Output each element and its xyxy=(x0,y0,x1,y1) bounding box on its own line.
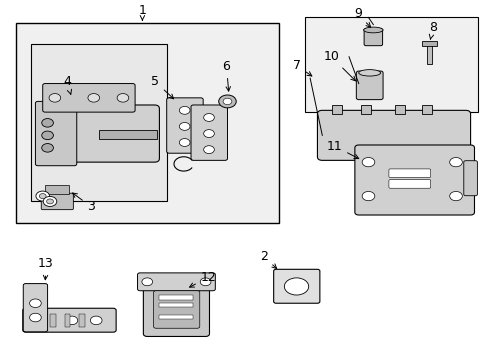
FancyBboxPatch shape xyxy=(317,111,469,160)
FancyBboxPatch shape xyxy=(354,145,473,215)
FancyBboxPatch shape xyxy=(388,169,430,177)
Bar xyxy=(159,296,193,300)
Bar xyxy=(16,23,278,223)
FancyBboxPatch shape xyxy=(153,291,200,328)
Circle shape xyxy=(203,130,214,138)
Bar xyxy=(331,105,341,114)
Circle shape xyxy=(88,94,100,102)
Circle shape xyxy=(66,316,78,325)
FancyBboxPatch shape xyxy=(191,105,227,160)
Circle shape xyxy=(203,146,214,154)
FancyBboxPatch shape xyxy=(143,283,209,337)
Circle shape xyxy=(200,278,210,286)
Circle shape xyxy=(179,107,190,114)
Text: 1: 1 xyxy=(138,4,146,20)
Bar xyxy=(421,105,431,114)
Bar xyxy=(99,130,157,139)
Bar xyxy=(305,18,477,112)
Circle shape xyxy=(203,113,214,121)
Bar xyxy=(305,18,477,112)
Bar xyxy=(50,314,56,327)
FancyBboxPatch shape xyxy=(166,98,203,153)
Text: 12: 12 xyxy=(189,271,216,287)
FancyBboxPatch shape xyxy=(23,308,116,332)
Circle shape xyxy=(362,192,374,201)
Circle shape xyxy=(46,199,53,204)
Text: 13: 13 xyxy=(38,257,54,280)
Circle shape xyxy=(179,139,190,147)
Bar xyxy=(394,105,404,114)
FancyBboxPatch shape xyxy=(356,71,382,100)
Ellipse shape xyxy=(363,27,382,33)
Bar xyxy=(79,314,85,327)
Circle shape xyxy=(30,299,41,307)
FancyBboxPatch shape xyxy=(42,84,135,112)
FancyBboxPatch shape xyxy=(463,161,476,196)
Bar xyxy=(45,185,69,194)
Text: 10: 10 xyxy=(323,50,355,81)
Bar xyxy=(361,105,370,114)
Circle shape xyxy=(179,122,190,130)
FancyBboxPatch shape xyxy=(41,193,73,210)
Circle shape xyxy=(36,191,49,201)
Circle shape xyxy=(449,157,461,167)
Circle shape xyxy=(41,131,53,140)
Text: 9: 9 xyxy=(353,8,370,27)
FancyBboxPatch shape xyxy=(23,284,47,332)
Circle shape xyxy=(43,197,57,206)
Bar xyxy=(30,44,166,202)
FancyBboxPatch shape xyxy=(388,180,430,188)
Text: 11: 11 xyxy=(326,140,358,159)
Circle shape xyxy=(223,98,231,105)
FancyBboxPatch shape xyxy=(364,28,382,46)
Text: 3: 3 xyxy=(72,193,95,213)
FancyBboxPatch shape xyxy=(137,273,215,291)
Bar xyxy=(159,302,193,307)
Circle shape xyxy=(39,194,46,199)
FancyBboxPatch shape xyxy=(273,269,319,303)
Circle shape xyxy=(49,94,61,102)
Bar xyxy=(159,315,193,319)
Circle shape xyxy=(362,157,374,167)
Circle shape xyxy=(41,144,53,152)
Bar xyxy=(421,41,436,46)
Bar xyxy=(16,23,278,223)
Text: 8: 8 xyxy=(428,21,436,39)
Circle shape xyxy=(449,192,461,201)
Text: 7: 7 xyxy=(292,59,311,76)
Bar xyxy=(64,314,70,327)
Text: 6: 6 xyxy=(222,60,230,91)
FancyBboxPatch shape xyxy=(38,105,159,162)
Text: 2: 2 xyxy=(260,250,276,269)
Ellipse shape xyxy=(284,278,308,295)
Ellipse shape xyxy=(358,69,380,76)
Text: 5: 5 xyxy=(151,75,173,99)
Circle shape xyxy=(218,95,236,108)
Circle shape xyxy=(41,118,53,127)
FancyBboxPatch shape xyxy=(35,102,77,166)
Bar xyxy=(30,44,166,202)
Circle shape xyxy=(142,278,152,286)
Circle shape xyxy=(117,94,128,102)
Bar xyxy=(426,44,431,64)
Text: 4: 4 xyxy=(63,75,71,94)
Circle shape xyxy=(90,316,102,325)
Circle shape xyxy=(30,313,41,322)
